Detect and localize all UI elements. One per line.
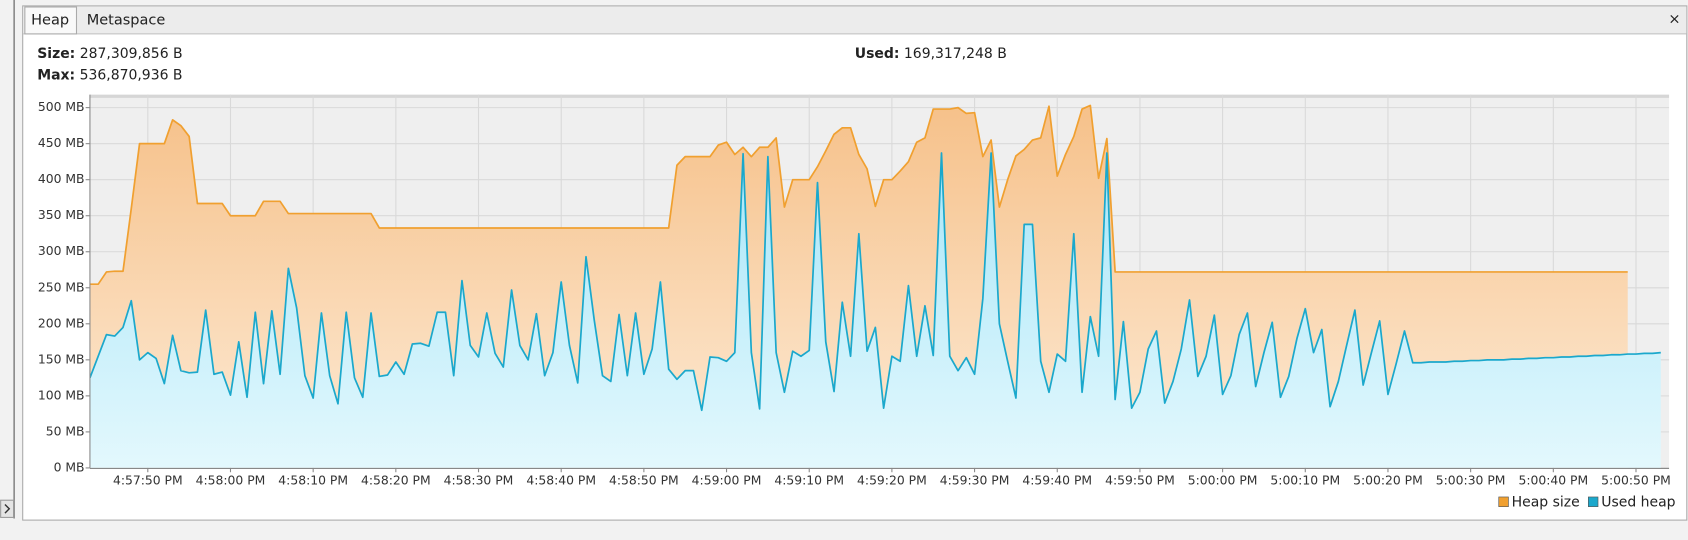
x-tick-label: 4:59:50 PM <box>1105 473 1175 487</box>
x-tick-label: 4:58:50 PM <box>609 473 679 487</box>
x-tick-label: 5:00:10 PM <box>1270 473 1340 487</box>
line <box>89 152 1661 412</box>
used-label: Used: <box>855 46 900 62</box>
y-tick-label: 400 MB <box>38 172 85 186</box>
x-tick-label: 5:00:30 PM <box>1436 473 1506 487</box>
tab-label[interactable]: Heap <box>31 12 69 28</box>
y-tick-label: 150 MB <box>38 352 85 366</box>
areas <box>89 105 1661 468</box>
y-tick-label: 300 MB <box>38 244 85 258</box>
expand-icon <box>4 504 11 514</box>
legend-swatch <box>1588 496 1599 507</box>
max-label: Max: <box>37 67 75 83</box>
x-tick-label: 4:59:10 PM <box>774 473 844 487</box>
used-info: Used: 169,317,248 B <box>855 46 1007 62</box>
y-tick-label: 350 MB <box>38 208 85 222</box>
y-tick-label: 200 MB <box>38 316 85 330</box>
y-tick-label: 250 MB <box>38 280 85 294</box>
plot-top-band <box>89 94 1670 98</box>
legend: Used heap Heap size <box>1498 494 1676 510</box>
x-ticks: 4:57:50 PM 4:58:00 PM 4:58:10 PM 4:58:20 PM… <box>113 467 1671 487</box>
x-tick-label: 4:58:40 PM <box>526 473 596 487</box>
x-tick-label: 4:58:00 PM <box>196 473 266 487</box>
tab-heap[interactable] <box>24 6 78 35</box>
y-tick-label: 50 MB <box>46 424 85 438</box>
lines <box>89 104 1661 412</box>
x-tick-label: 5:00:00 PM <box>1188 473 1258 487</box>
y-tick-label: 100 MB <box>38 388 85 402</box>
x-tick-label: 4:57:50 PM <box>113 473 183 487</box>
x-tick-label: 5:00:50 PM <box>1601 473 1671 487</box>
y-tick-label: 450 MB <box>38 136 85 150</box>
y-tick-label: 500 MB <box>38 100 85 114</box>
max-value: 536,870,936 B <box>80 67 183 83</box>
x-tick-label: 5:00:20 PM <box>1353 473 1423 487</box>
expand-button[interactable] <box>0 499 15 518</box>
line <box>89 104 1628 286</box>
area <box>89 153 1661 468</box>
max-info: Max: 536,870,936 B <box>37 67 182 83</box>
x-tick-label: 4:59:20 PM <box>857 473 927 487</box>
legend-swatch <box>1498 496 1509 507</box>
used-value: 169,317,248 B <box>904 46 1007 62</box>
x-tick-label: 5:00:40 PM <box>1518 473 1588 487</box>
y-tick-label: 0 MB <box>54 460 85 474</box>
x-tick-label: 4:58:10 PM <box>278 473 348 487</box>
x-tick-label: 4:59:30 PM <box>940 473 1010 487</box>
tab-label[interactable]: Metaspace <box>87 12 166 28</box>
size-label: Size: <box>37 46 75 62</box>
size-value: 287,309,856 B <box>80 46 183 62</box>
close-button[interactable]: × <box>1668 11 1680 27</box>
x-tick-label: 4:58:30 PM <box>444 473 514 487</box>
legend-label: Used heap <box>1601 494 1675 510</box>
x-tick-label: 4:59:00 PM <box>692 473 762 487</box>
y-ticks: 0 MB 50 MB 100 MB 150 MB 200 MB 250 MB 300 MB 3… <box>38 100 90 474</box>
size-info: Size: 287,309,856 B <box>37 46 182 62</box>
x-tick-label: 4:58:20 PM <box>361 473 431 487</box>
tab-bar <box>23 6 1687 34</box>
legend-label: Heap size <box>1512 494 1580 510</box>
x-tick-label: 4:59:40 PM <box>1022 473 1092 487</box>
